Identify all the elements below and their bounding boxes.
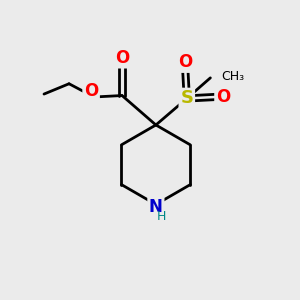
Text: N: N: [149, 198, 163, 216]
Text: CH₃: CH₃: [221, 70, 245, 83]
Text: H: H: [157, 210, 166, 223]
Text: O: O: [84, 82, 98, 100]
Text: S: S: [180, 89, 193, 107]
Text: O: O: [116, 49, 130, 67]
Text: O: O: [216, 88, 230, 106]
Text: O: O: [178, 53, 193, 71]
